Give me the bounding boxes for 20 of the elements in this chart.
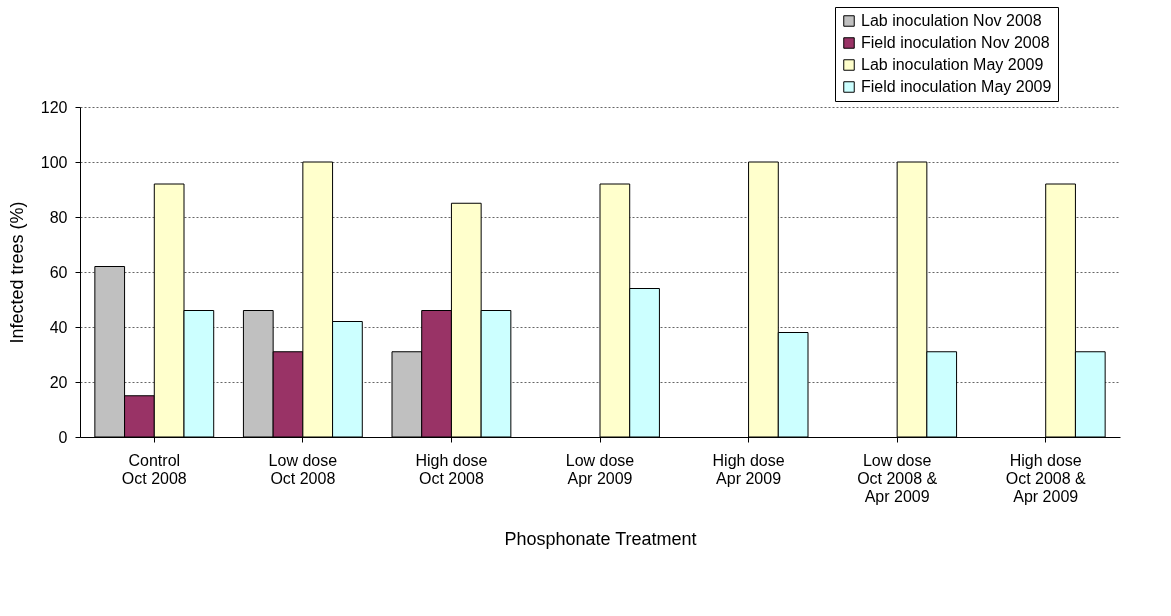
y-axis-title: Infected trees (%) [6,201,27,344]
x-tick-label: Low dose Apr 2009 [565,451,635,487]
legend-label: Field inoculation Nov 2008 [861,34,1050,51]
x-tick-label: High dose Apr 2009 [712,451,785,487]
y-tick-label: 0 [58,428,68,446]
x-tick-label: Low dose Oct 2008 & Apr 2009 [857,451,938,505]
x-tick-label: Control Oct 2008 [121,451,187,487]
y-tick-label: 60 [49,263,68,281]
legend-label: Lab inoculation Nov 2008 [861,12,1042,29]
x-tick-label: High dose Oct 2008 [415,451,488,487]
x-tick-label: Low dose Oct 2008 [268,451,338,487]
y-tick-label: 120 [40,98,68,116]
y-tick-label: 100 [40,153,68,171]
legend-label: Lab inoculation May 2009 [861,56,1044,73]
y-tick-label: 40 [49,318,68,336]
y-tick-label: 20 [49,373,68,391]
x-tick-label: High dose Oct 2008 & Apr 2009 [1005,451,1087,505]
x-axis-title: Phosphonate Treatment [504,528,697,549]
legend-label: Field inoculation May 2009 [861,78,1052,95]
y-tick-label: 80 [49,208,68,226]
